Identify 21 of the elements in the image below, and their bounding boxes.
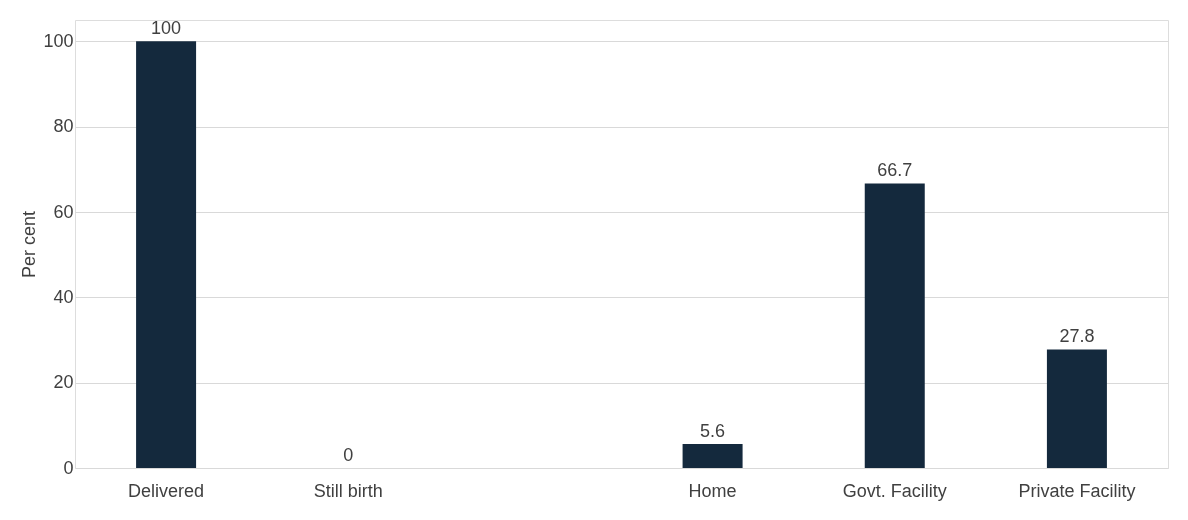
x-tick-label: Govt. Facility bbox=[842, 480, 947, 501]
data-label: 66.7 bbox=[877, 160, 913, 181]
y-tick-label: 100 bbox=[43, 30, 74, 51]
y-tick-label: 20 bbox=[53, 372, 74, 393]
data-label: 27.8 bbox=[1059, 326, 1095, 347]
bar bbox=[864, 183, 925, 468]
data-label: 0 bbox=[343, 445, 354, 465]
data-label: 5.6 bbox=[700, 421, 726, 442]
x-tick-label: Private Facility bbox=[1018, 480, 1136, 501]
data-label: 100 bbox=[151, 18, 182, 39]
x-tick-label: Home bbox=[688, 480, 737, 501]
y-axis-title: Per cent bbox=[19, 210, 40, 279]
y-tick-label: 40 bbox=[53, 286, 74, 307]
x-tick-label: Still birth bbox=[313, 480, 383, 501]
y-tick-label: 0 bbox=[63, 457, 74, 478]
y-tick-label: 60 bbox=[53, 201, 74, 222]
bar bbox=[136, 41, 197, 468]
x-tick-label: Delivered bbox=[128, 480, 205, 501]
y-tick-label: 80 bbox=[53, 116, 74, 137]
bar bbox=[682, 444, 743, 468]
bar bbox=[1046, 349, 1107, 468]
